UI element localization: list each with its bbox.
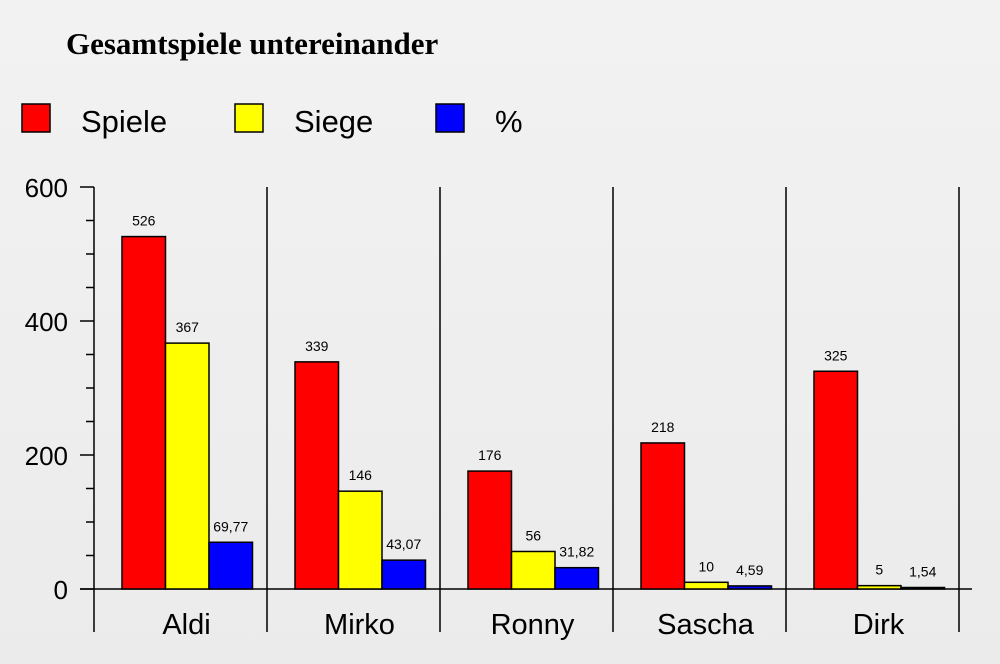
bar-spiele-ronny: [467, 470, 513, 590]
y-tick-label: 600: [25, 173, 68, 203]
bar-siege-dirk: [856, 584, 902, 590]
bar-siege-mirko: [337, 490, 383, 590]
data-label-spiele-mirko: 339: [305, 338, 329, 354]
bar-spiele-sascha: [640, 442, 686, 590]
legend-label-percent: %: [495, 104, 523, 139]
category-label-dirk: Dirk: [853, 609, 905, 641]
data-label-siege-dirk: 5: [875, 562, 883, 578]
bar-spiele-aldi: [121, 235, 167, 590]
category-label-mirko: Mirko: [324, 609, 395, 641]
category-label-aldi: Aldi: [162, 609, 210, 641]
bar-percent-aldi: [208, 541, 254, 590]
legend: Spiele Siege%: [21, 103, 523, 139]
data-label-percent-dirk: 1,54: [909, 564, 936, 580]
bar-percent-sascha: [727, 585, 773, 590]
data-label-spiele-aldi: 526: [132, 213, 156, 229]
bar-percent-dirk: [900, 586, 946, 590]
legend-swatch-percent: [435, 103, 465, 133]
bar-siege-ronny: [510, 550, 556, 590]
data-label-spiele-dirk: 325: [824, 347, 848, 363]
y-tick-label: 400: [25, 307, 68, 337]
data-label-spiele-ronny: 176: [478, 447, 502, 463]
category-label-sascha: Sascha: [657, 609, 755, 641]
bar-spiele-mirko: [294, 361, 340, 590]
legend-label-siege: Siege: [294, 104, 373, 139]
data-label-percent-aldi: 69,77: [213, 518, 248, 534]
data-label-siege-sascha: 10: [698, 558, 714, 574]
legend-swatch-spiele: [21, 103, 51, 133]
bar-percent-ronny: [554, 566, 600, 590]
data-label-percent-ronny: 31,82: [559, 544, 594, 560]
data-label-siege-mirko: 146: [349, 467, 373, 483]
category-label-ronny: Ronny: [491, 609, 575, 641]
y-tick-label: 200: [25, 441, 68, 471]
axes: 0 200 400 600 Aldi Mirko Ronny Sascha Dirk: [25, 173, 972, 641]
bar-spiele-dirk: [813, 370, 859, 590]
data-label-siege-aldi: 367: [176, 319, 200, 335]
y-tick-label: 0: [54, 575, 68, 605]
chart-title: Gesamtspiele untereinander: [66, 26, 438, 61]
bar-siege-aldi: [164, 342, 210, 590]
data-label-percent-mirko: 43,07: [386, 536, 421, 552]
data-label-siege-ronny: 56: [525, 527, 541, 543]
data-label-percent-sascha: 4,59: [736, 562, 763, 578]
bars: 526 367 69,77 339 146 43,07 176 56 31,82 218 10 4,5…: [121, 213, 946, 590]
legend-swatch-siege: [234, 103, 264, 133]
bar-percent-mirko: [381, 559, 427, 590]
bar-siege-sascha: [683, 581, 729, 590]
data-label-spiele-sascha: 218: [651, 419, 675, 435]
legend-label-spiele: Spiele: [81, 104, 167, 139]
